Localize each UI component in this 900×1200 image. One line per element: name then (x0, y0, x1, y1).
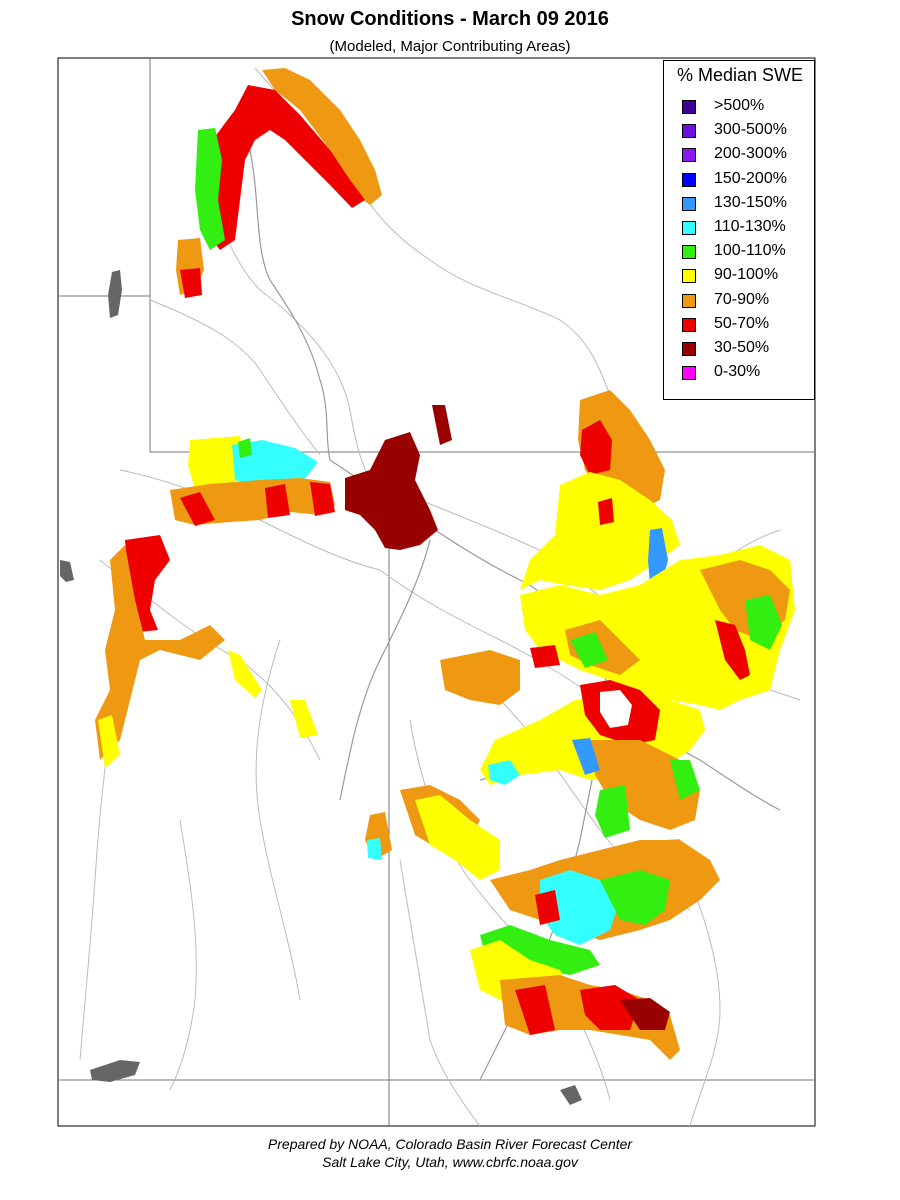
map-title: Snow Conditions - March 09 2016 (291, 8, 609, 30)
region-colorado-green-2 (570, 632, 608, 668)
region-gunnison-white (600, 690, 632, 728)
legend-label: 0-30% (714, 363, 761, 381)
legend-label: 300-500% (714, 121, 787, 139)
region-wasatch-yellow-3 (290, 700, 318, 738)
region-sanjuan-red-south-2 (580, 985, 640, 1030)
region-yampa-red (580, 420, 612, 475)
legend-swatch (682, 148, 696, 163)
region-uinta-cyan (232, 440, 318, 488)
region-gunnison-blue (572, 738, 600, 775)
region-sanjuan-red (535, 890, 560, 925)
credit-line-2: Salt Lake City, Utah, www.cbrfc.noaa.gov (322, 1154, 578, 1170)
legend-swatch (682, 269, 696, 284)
legend-swatch (682, 293, 696, 308)
region-wasatch-yellow (98, 715, 120, 768)
legend-title: % Median SWE (676, 65, 804, 85)
region-yampa-red-spot (598, 498, 614, 525)
region-north-red (200, 85, 365, 250)
legend-label: 110-130% (714, 218, 786, 235)
map-subtitle: (Modeled, Major Contributing Areas) (329, 38, 571, 55)
legend-swatch (682, 196, 696, 211)
region-gunnison-cyan (488, 760, 520, 785)
legend-label: 50-70% (714, 314, 770, 332)
legend-swatch (682, 124, 696, 139)
region-north-red-west (180, 268, 202, 298)
region-gunnison-green (595, 785, 630, 838)
legend-label: 30-50% (714, 339, 770, 356)
region-north-green (195, 128, 225, 250)
legend-swatch (682, 100, 696, 114)
region-sanjuan-yellow (415, 795, 500, 880)
lakes (60, 270, 582, 1105)
legend-label: 70-90% (714, 290, 770, 308)
legend-label: 90-100% (714, 266, 779, 284)
region-sanjuan-cyan-main (540, 870, 620, 945)
region-sanjuan-darkred (620, 998, 670, 1030)
region-sanjuan-cyan (367, 838, 382, 860)
region-colorado-green-1 (745, 595, 782, 650)
legend-label: 150-200% (714, 169, 787, 187)
legend-label: 200-300% (714, 145, 787, 163)
region-uinta-red (180, 492, 215, 526)
region-wasatch-yellow-2 (228, 650, 262, 698)
legend-swatch (682, 342, 696, 356)
region-duchesne-darkred-2 (432, 405, 452, 445)
region-uinta-yellow (188, 436, 245, 492)
legend-label: 100-110% (714, 242, 786, 260)
snow-regions (95, 68, 795, 1060)
region-duchesne-darkred (345, 432, 438, 550)
region-sanjuan-red-south (515, 985, 555, 1035)
legend-swatch (682, 245, 696, 260)
region-yampa-yellow (520, 472, 680, 590)
legend-swatch (682, 221, 696, 235)
region-colorado-red-1 (715, 620, 750, 680)
map-frame (57, 57, 816, 1127)
region-uinta-red-3 (310, 482, 335, 516)
legend: % Median SWE >500% 300-500% 200-300% 150-20… (663, 60, 815, 400)
region-north-orange (262, 68, 382, 205)
region-wasatch-orange (95, 545, 225, 760)
region-gunnison-green-2 (670, 760, 700, 800)
region-gunnison-orange (440, 650, 520, 705)
region-uinta-green (238, 438, 252, 458)
legend-label: 130-150% (714, 193, 787, 211)
legend-swatch (682, 317, 696, 332)
credit-line-1: Prepared by NOAA, Colorado Basin River F… (267, 1136, 633, 1152)
region-uinta-red-2 (265, 484, 290, 518)
region-sanjuan-green-main (600, 870, 670, 925)
legend-swatch (682, 172, 696, 187)
legend-swatch (682, 366, 696, 381)
region-colorado-red-2 (530, 645, 560, 668)
legend-label: >500% (714, 97, 765, 114)
